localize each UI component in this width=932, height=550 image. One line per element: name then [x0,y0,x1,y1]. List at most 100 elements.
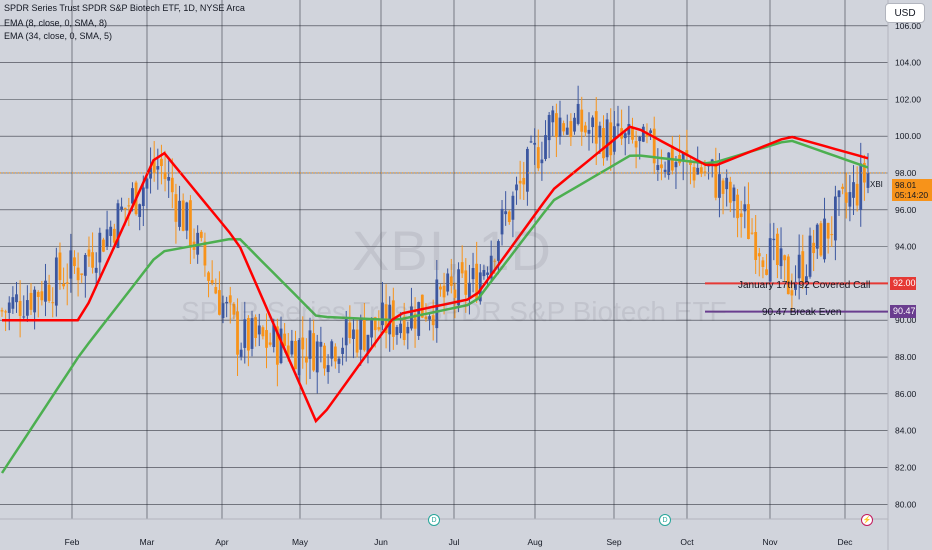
candle-body [786,256,790,295]
candle-body [866,172,870,188]
candle-body [225,301,229,304]
candle-body [634,141,638,148]
y-tick-label: 94.00 [895,242,917,252]
candle-body [395,327,399,335]
candle-body [127,205,131,207]
chart-title[interactable]: SPDR Series Trust SPDR S&P Biotech ETF, … [4,3,245,13]
candle-body [801,251,805,285]
candle-body [533,142,537,145]
candle-body [442,285,446,298]
candle-body [304,356,308,363]
candle-body [497,241,500,261]
candle-body [464,270,468,295]
y-tick-label: 84.00 [895,426,917,436]
candle-body [728,181,732,203]
currency-button[interactable]: USD [885,3,925,23]
candle-body [580,109,584,132]
candle-body [98,232,102,263]
candle-body [228,295,232,303]
candle-body [0,310,4,312]
candle-body [243,319,247,348]
ema-slow-legend[interactable]: EMA (34, close, 0, SMA, 5) [4,31,113,41]
candle-body [73,257,76,267]
ema-8-line [2,125,869,424]
candle-body [174,194,178,222]
candle-body [337,358,341,364]
y-tick-label: 98.00 [895,168,917,178]
y-tick-label: 100.00 [895,131,921,141]
candle-body [417,302,421,336]
candle-body [120,206,123,210]
dividend-icon[interactable]: D [428,514,440,526]
candle-body [660,164,663,169]
candle-body [370,317,373,338]
candle-body [439,286,442,290]
candle-body [475,263,479,301]
candle-body [783,255,787,261]
candle-body [493,260,497,262]
candle-body [112,228,116,243]
candle-body [529,141,533,143]
candle-body [218,290,221,315]
x-tick-label: Feb [65,537,80,547]
x-tick-label: Nov [762,537,778,547]
candle-body [518,180,522,184]
candle-body [594,111,598,144]
candle-body [815,224,819,249]
candle-body [210,280,214,283]
candle-body [326,365,330,373]
candle-body [83,254,87,276]
candle-body [341,347,345,354]
candle-body [667,152,671,176]
dividend-icon[interactable]: D [659,514,671,526]
candle-body [859,163,863,210]
candle-body [609,122,613,156]
candle-body [656,165,660,170]
candle-body [221,303,225,319]
candle-body [362,319,366,351]
candle-body [736,194,739,219]
x-tick-label: Aug [527,537,542,547]
candle-body [286,345,290,357]
candle-body [40,291,44,301]
candle-body [359,319,363,350]
candle-body [540,159,544,164]
candle-body [841,186,845,189]
y-tick-label: 86.00 [895,389,917,399]
symbol-tag: XBI [870,180,883,189]
candle-body [297,340,301,376]
candle-body [602,128,605,159]
x-tick-label: Oct [680,537,694,547]
candle-body [507,211,511,223]
candle-body [352,329,355,339]
candle-body [747,204,750,239]
candle-body [272,324,276,348]
candle-body [428,316,431,320]
candle-body [812,242,816,254]
x-tick-label: Jul [449,537,460,547]
covered-call-label: January 17th 92 Covered Call [738,280,871,291]
candle-body [779,248,783,267]
candle-body [102,239,105,252]
candle-body [323,345,326,369]
candle-body [823,218,826,260]
candle-body [189,200,192,248]
candle-body [641,126,645,142]
candle-body [420,294,424,318]
candle-body [62,283,65,287]
candle-body [15,294,18,303]
candle-body [348,322,352,338]
candle-body [65,282,69,284]
candle-body [214,287,218,294]
current-price-tag: 98.01 05:14:20 [892,179,932,201]
break-even-price-tag: 90.47 [890,305,916,319]
earnings-icon[interactable]: ⚡ [861,514,873,526]
candle-body [449,276,453,286]
candle-body [51,302,55,304]
candle-body [54,257,58,306]
ema-fast-legend[interactable]: EMA (8, close, 0, SMA, 8) [4,18,108,28]
candle-body [591,117,595,128]
candle-body [515,184,518,191]
candle-body [471,268,475,280]
